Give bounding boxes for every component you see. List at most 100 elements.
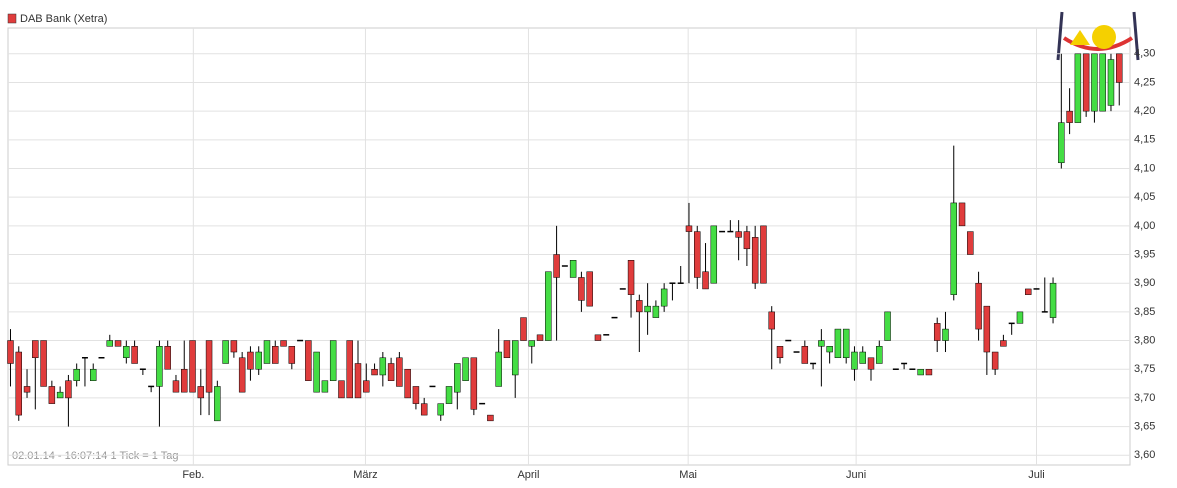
candle-body (404, 368, 411, 399)
y-tick-label: 4,10 (1134, 162, 1155, 174)
candle-body (1000, 340, 1007, 347)
candle-body (321, 380, 329, 393)
candle-body (826, 346, 833, 353)
y-tick-label: 4,15 (1134, 134, 1155, 146)
candle-body (785, 339, 792, 342)
y-tick-label: 3,60 (1134, 449, 1155, 461)
candle-body (429, 385, 436, 388)
candle-body (354, 363, 362, 399)
candle-body (1024, 288, 1032, 295)
x-tick-label: März (353, 469, 377, 481)
candle-body (909, 368, 916, 370)
candle-body (933, 323, 941, 341)
candle-body (760, 225, 767, 284)
candle-body (958, 202, 966, 227)
candle-body (1058, 122, 1065, 164)
candle-body (338, 380, 345, 399)
x-tick-label: Mai (679, 469, 697, 481)
candle-body (363, 380, 370, 393)
candle-body (1033, 288, 1040, 290)
candle-body (801, 346, 809, 364)
logo (1056, 11, 1140, 61)
candle-body (776, 346, 784, 359)
candle-body (611, 316, 618, 319)
candle-body (15, 351, 22, 416)
candle-body (702, 271, 709, 290)
candle-body (536, 334, 544, 341)
candle-body (520, 317, 527, 341)
x-tick-label: April (517, 469, 539, 481)
candle-body (586, 271, 593, 307)
candle-body (114, 340, 122, 347)
candle-body (65, 380, 72, 399)
candle-body (148, 385, 155, 388)
candle-body (238, 357, 246, 393)
legend: DAB Bank (Xetra) (7, 13, 107, 25)
candle-body (247, 351, 254, 370)
candle-body (346, 340, 353, 399)
candle-body (561, 265, 568, 267)
candle-body (1066, 110, 1073, 123)
candle-body (181, 368, 188, 393)
candle-body (569, 260, 577, 278)
candle-body (727, 230, 734, 233)
y-tick-label: 4,05 (1134, 191, 1155, 203)
candle-body (48, 386, 56, 404)
y-tick-label: 3,65 (1134, 420, 1155, 432)
candle-body (56, 391, 64, 399)
y-tick-label: 4,00 (1134, 220, 1155, 232)
y-tick-label: 4,30 (1134, 48, 1155, 60)
candle-body (1049, 282, 1057, 318)
candle-body (387, 363, 395, 381)
candle-body (876, 346, 883, 364)
candle-body (677, 282, 684, 284)
candle-body (487, 414, 494, 422)
candle-body (917, 368, 924, 376)
candle-body (967, 231, 974, 255)
candle-body (892, 368, 899, 370)
candle-body (768, 311, 775, 330)
y-tick-label: 3,95 (1134, 248, 1155, 260)
x-tick-label: Juli (1028, 469, 1045, 481)
candle-body (983, 305, 991, 353)
candle-body (40, 340, 47, 387)
candle-body (1008, 322, 1015, 325)
candle-body (851, 351, 858, 370)
candle-body (942, 328, 949, 341)
candle-body (735, 231, 742, 238)
candle-body (594, 334, 602, 341)
candle-body (842, 328, 850, 359)
candle-body (1099, 53, 1106, 112)
candle-body (222, 340, 229, 364)
candle-body (81, 357, 88, 359)
candle-body (205, 340, 213, 393)
candle-body (1074, 53, 1082, 123)
candle-body (371, 368, 378, 376)
candle-body (636, 300, 643, 313)
candle-body (859, 351, 866, 364)
candle-body (73, 368, 80, 381)
candle-body (644, 305, 651, 313)
candle-body (230, 340, 238, 353)
candle-body (189, 340, 196, 393)
candle-body (329, 340, 337, 381)
candle-body (619, 288, 626, 290)
candle-body (89, 368, 97, 381)
candle-body (1116, 53, 1123, 83)
y-tick-label: 3,70 (1134, 392, 1155, 404)
candle-body (139, 368, 146, 370)
candle-body (694, 231, 701, 278)
candle-body (975, 282, 982, 330)
candle-body (437, 403, 444, 416)
candle-body (810, 362, 817, 365)
candle-body (280, 340, 287, 347)
candle-body (7, 340, 14, 364)
candle-body (420, 403, 428, 416)
candle-body (1016, 311, 1024, 324)
candle-body (1041, 311, 1048, 313)
candle-body (991, 351, 999, 370)
x-tick-label: Feb. (182, 469, 204, 481)
y-tick-label: 4,20 (1134, 105, 1155, 117)
